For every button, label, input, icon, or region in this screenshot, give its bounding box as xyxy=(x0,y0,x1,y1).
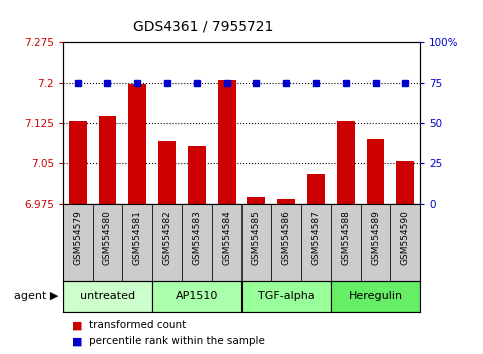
Text: ■: ■ xyxy=(72,320,83,330)
Bar xyxy=(331,204,361,281)
Text: percentile rank within the sample: percentile rank within the sample xyxy=(89,336,265,346)
Bar xyxy=(397,161,414,204)
Text: transformed count: transformed count xyxy=(89,320,186,330)
Text: GSM554587: GSM554587 xyxy=(312,210,320,265)
Text: TGF-alpha: TGF-alpha xyxy=(258,291,314,302)
Bar xyxy=(158,141,176,204)
Text: GSM554589: GSM554589 xyxy=(371,210,380,265)
Bar xyxy=(152,204,182,281)
Bar xyxy=(188,146,206,204)
Bar xyxy=(122,204,152,281)
Bar xyxy=(361,204,390,281)
Bar xyxy=(212,204,242,281)
Bar xyxy=(182,204,212,281)
Bar xyxy=(271,204,301,281)
Text: GSM554585: GSM554585 xyxy=(252,210,261,265)
Bar xyxy=(331,281,420,312)
Bar xyxy=(128,84,146,204)
Text: GDS4361 / 7955721: GDS4361 / 7955721 xyxy=(133,19,273,34)
Text: Heregulin: Heregulin xyxy=(348,291,403,302)
Bar xyxy=(69,121,86,204)
Text: GSM554588: GSM554588 xyxy=(341,210,350,265)
Bar xyxy=(390,204,420,281)
Bar xyxy=(63,281,152,312)
Text: GSM554586: GSM554586 xyxy=(282,210,291,265)
Text: GSM554584: GSM554584 xyxy=(222,210,231,264)
Text: ■: ■ xyxy=(72,336,83,346)
Bar xyxy=(301,204,331,281)
Bar xyxy=(218,80,236,204)
Text: GSM554583: GSM554583 xyxy=(192,210,201,265)
Bar xyxy=(63,204,93,281)
Text: GSM554590: GSM554590 xyxy=(401,210,410,265)
Bar xyxy=(242,204,271,281)
Bar xyxy=(242,281,331,312)
Text: GSM554582: GSM554582 xyxy=(163,210,171,264)
Text: GSM554581: GSM554581 xyxy=(133,210,142,265)
Bar xyxy=(277,199,295,204)
Text: untreated: untreated xyxy=(80,291,135,302)
Bar xyxy=(307,174,325,204)
Bar xyxy=(152,281,242,312)
Bar xyxy=(99,116,116,204)
Bar xyxy=(247,196,265,204)
Bar xyxy=(337,121,355,204)
Text: agent ▶: agent ▶ xyxy=(14,291,58,302)
Bar xyxy=(93,204,122,281)
Text: GSM554579: GSM554579 xyxy=(73,210,82,265)
Text: GSM554580: GSM554580 xyxy=(103,210,112,265)
Bar xyxy=(367,139,384,204)
Text: AP1510: AP1510 xyxy=(176,291,218,302)
